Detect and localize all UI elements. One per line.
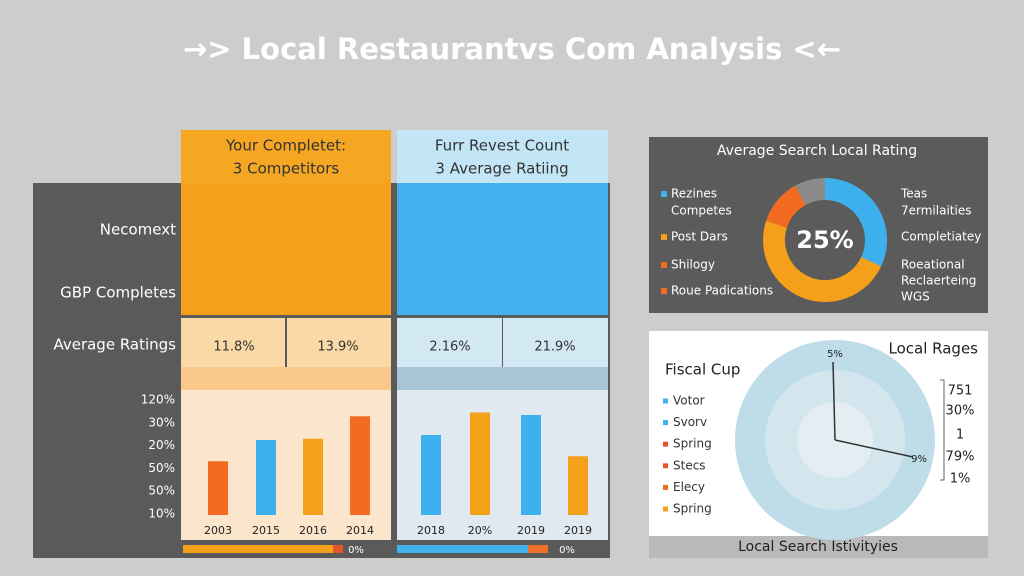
footer-strip xyxy=(333,545,343,553)
side-label: Completiatey xyxy=(901,230,981,244)
strip xyxy=(397,367,608,390)
rating-cell xyxy=(503,318,608,367)
legend-label: Spring xyxy=(673,437,712,451)
y-label: 20% xyxy=(148,438,175,452)
x-label: 2016 xyxy=(299,524,327,537)
x-label: 2019 xyxy=(517,524,545,537)
side-value: 1 xyxy=(956,428,964,443)
header-text: 3 Average Ratiing xyxy=(435,160,568,178)
y-label: 50% xyxy=(148,484,175,498)
donut-segment xyxy=(795,178,826,206)
legend-label: Votor xyxy=(673,394,705,408)
row-label: Necomext xyxy=(100,221,176,239)
x-label: 2003 xyxy=(204,524,232,537)
rating-cell xyxy=(287,318,391,367)
panel-subtitle: Local Rages xyxy=(889,340,979,358)
side-value: 79% xyxy=(946,450,975,465)
side-value: 30% xyxy=(946,404,975,419)
pointer xyxy=(834,439,914,458)
legend-swatch xyxy=(661,234,667,240)
bar xyxy=(208,461,228,515)
legend-label: Post Dars xyxy=(671,230,728,244)
header-cell xyxy=(181,130,391,183)
side-value: 1% xyxy=(950,472,971,487)
rating-cell xyxy=(181,318,285,367)
header-cell xyxy=(397,130,608,183)
pointer xyxy=(832,361,836,441)
legend-label: Svorv xyxy=(673,415,707,429)
rating: 21.9% xyxy=(534,340,575,355)
bar xyxy=(470,412,490,515)
legend-swatch xyxy=(663,463,668,469)
y-label: 50% xyxy=(148,461,175,475)
legend-swatch xyxy=(663,398,668,404)
footer-strip xyxy=(397,545,528,553)
legend-swatch xyxy=(661,288,667,294)
footer-label: 0% xyxy=(559,545,575,556)
pointer-label: 5% xyxy=(827,349,843,360)
side-label: Roeational xyxy=(901,258,965,272)
donut-center: 25% xyxy=(796,226,853,254)
legend-label: Competes xyxy=(671,204,732,218)
pointer-label: 9% xyxy=(911,454,927,465)
rating-cell xyxy=(397,318,502,367)
x-label: 2019 xyxy=(564,524,592,537)
bar xyxy=(521,415,541,515)
x-label: 2015 xyxy=(252,524,280,537)
header-text: Your Completet: xyxy=(225,137,346,155)
block xyxy=(397,183,608,315)
row-label: GBP Completes xyxy=(60,284,176,302)
panel-footer: Local Search Istivityies xyxy=(738,539,898,555)
legend-label: Spring xyxy=(673,502,712,516)
bar xyxy=(421,435,441,515)
side-label: WGS xyxy=(901,290,930,304)
panel-title: Average Search Local Rating xyxy=(717,143,917,159)
side-label: 7ermilaities xyxy=(901,204,971,218)
legend-swatch xyxy=(663,441,668,447)
x-label: 2018 xyxy=(417,524,445,537)
legend-label: Roue Padications xyxy=(671,284,773,298)
header-text: 3 Competitors xyxy=(233,160,340,178)
side-label: Teas xyxy=(900,187,927,201)
y-label: 10% xyxy=(148,507,175,521)
legend-label: Stecs xyxy=(673,458,706,472)
bar xyxy=(256,440,276,515)
legend-swatch xyxy=(661,191,667,197)
row-label: Average Ratings xyxy=(53,336,176,354)
donut-segment xyxy=(763,220,882,302)
legend-label: Rezines xyxy=(671,187,717,201)
x-label: 2014 xyxy=(346,524,374,537)
legend-swatch xyxy=(661,262,667,268)
page-title: →> Local Restaurantvs Com Analysis <← xyxy=(183,32,841,66)
donut-segment xyxy=(766,185,807,229)
legend-swatch xyxy=(663,506,668,512)
header-text: Furr Revest Count xyxy=(435,137,569,155)
footer-strip xyxy=(183,545,333,553)
bar xyxy=(350,416,370,515)
y-label: 120% xyxy=(141,393,175,407)
side-label: Reclaerteing xyxy=(901,274,976,288)
footer-label: 0% xyxy=(348,545,364,556)
legend-swatch xyxy=(663,420,668,426)
block xyxy=(181,183,391,315)
x-label: 20% xyxy=(468,524,492,537)
rating: 11.8% xyxy=(213,340,254,355)
panel-title: Fiscal Cup xyxy=(665,361,740,379)
side-value: 751 xyxy=(948,384,973,399)
bracket xyxy=(940,379,945,481)
rating: 13.9% xyxy=(317,340,358,355)
y-label: 30% xyxy=(148,415,175,429)
bar xyxy=(303,438,323,515)
bar xyxy=(568,456,588,515)
legend-label: Elecy xyxy=(673,480,705,494)
donut-segment xyxy=(824,178,887,267)
legend-label: Shilogy xyxy=(671,258,715,272)
strip xyxy=(181,367,391,390)
radial-footer xyxy=(649,536,988,558)
rating: 2.16% xyxy=(429,340,470,355)
legend-swatch xyxy=(663,484,668,490)
footer-strip xyxy=(528,545,548,553)
